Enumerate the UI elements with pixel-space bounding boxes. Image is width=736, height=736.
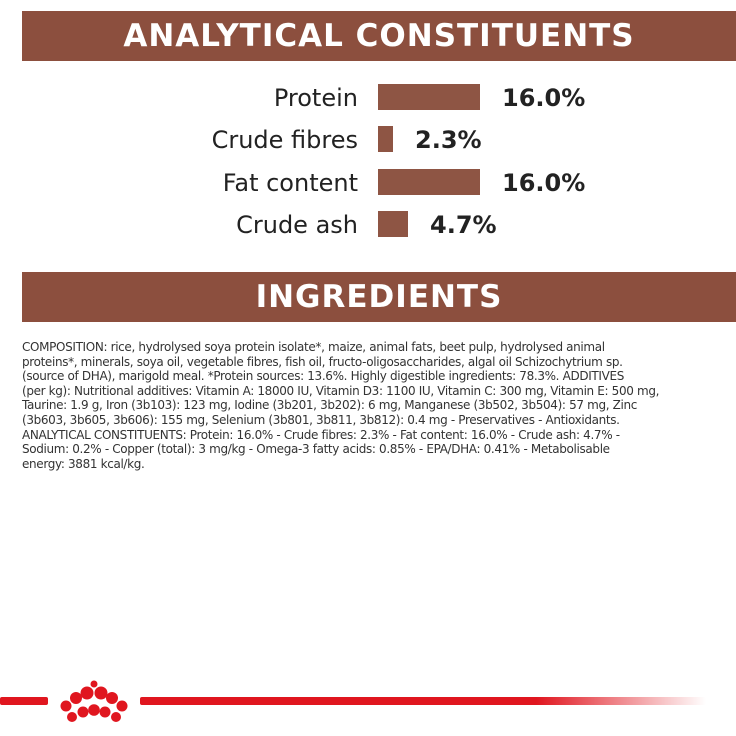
crown-dot: [99, 706, 111, 718]
ingredients-banner: INGREDIENTS: [22, 272, 736, 322]
crown-dot: [106, 692, 118, 704]
constituent-row-fat-content: Fat content 16.0%: [0, 166, 736, 200]
ingredients-composition-text: COMPOSITION: rice, hydrolysed soya prote…: [22, 340, 712, 471]
constituent-value: 4.7%: [430, 211, 497, 239]
composition-line: Sodium: 0.2% - Copper (total): 3 mg/kg -…: [22, 442, 610, 457]
crown-dot: [116, 700, 128, 712]
composition-line: (source of DHA), marigold meal. *Protein…: [22, 369, 624, 384]
crown-icon: [60, 680, 128, 722]
crown-dot: [111, 712, 121, 722]
constituent-value: 16.0%: [502, 169, 586, 197]
crown-dot: [70, 692, 82, 704]
constituent-row-protein: Protein 16.0%: [0, 81, 736, 115]
composition-line: ANALYTICAL CONSTITUENTS: Protein: 16.0% …: [22, 427, 620, 442]
constituent-bar: [378, 84, 480, 110]
composition-line: (per kg): Nutritional additives: Vitamin…: [22, 383, 660, 398]
footer-red-line-left: [0, 697, 48, 705]
crown-dot: [88, 704, 100, 716]
constituent-label: Protein: [273, 84, 358, 112]
constituent-value: 2.3%: [415, 126, 482, 154]
constituent-row-crude-ash: Crude ash 4.7%: [0, 208, 736, 242]
constituent-label: Fat content: [222, 169, 358, 197]
constituent-label: Crude fibres: [211, 126, 358, 154]
constituent-bar: [378, 169, 480, 195]
crown-dot: [94, 686, 108, 700]
composition-line: energy: 3881 kcal/kg.: [22, 456, 145, 471]
composition-line: COMPOSITION: rice, hydrolysed soya prote…: [22, 340, 605, 354]
composition-line: proteins*, minerals, soya oil, vegetable…: [22, 354, 623, 369]
analytical-constituents-banner: ANALYTICAL CONSTITUENTS: [22, 11, 736, 61]
crown-dot: [67, 712, 77, 722]
crown-dot: [90, 680, 98, 688]
constituent-label: Crude ash: [236, 211, 358, 239]
crown-dot: [77, 706, 89, 718]
crown-dot: [60, 700, 72, 712]
crown-dot: [80, 686, 94, 700]
analytical-constituents-title: ANALYTICAL CONSTITUENTS: [123, 18, 635, 54]
constituent-value: 16.0%: [502, 84, 586, 112]
composition-line: (3b603, 3b605, 3b606): 155 mg, Selenium …: [22, 412, 620, 427]
constituent-bar: [378, 211, 408, 237]
constituent-row-crude-fibres: Crude fibres 2.3%: [0, 123, 736, 157]
constituent-bar: [378, 126, 393, 152]
footer-red-line-right: [140, 697, 706, 705]
ingredients-title: INGREDIENTS: [255, 279, 503, 315]
composition-line: Taurine: 1.9 g, Iron (3b103): 123 mg, Io…: [22, 398, 638, 413]
